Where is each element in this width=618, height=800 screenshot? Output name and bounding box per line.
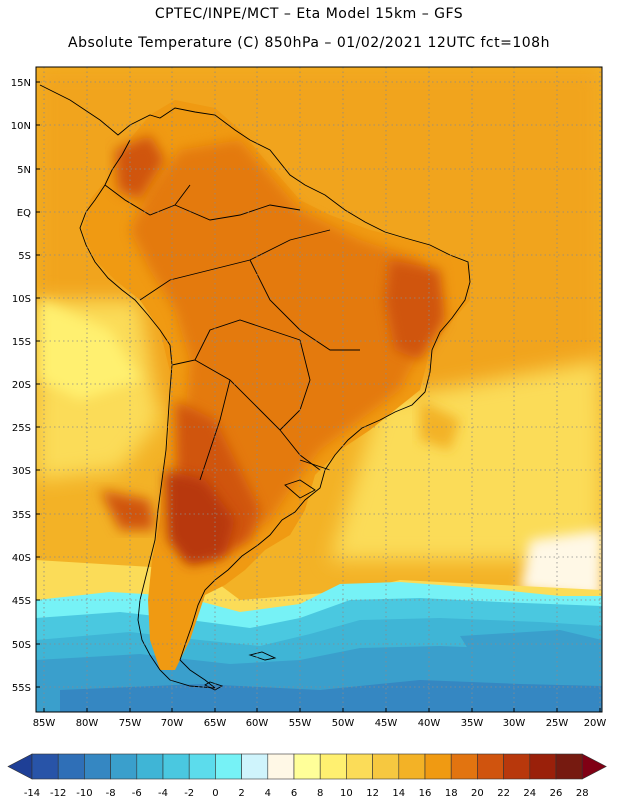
coastline-and-borders <box>39 84 471 691</box>
colorbar-tick-label: 16 <box>419 788 432 799</box>
colorbar-tick-label: -14 <box>24 788 40 799</box>
colorbar-swatch <box>319 753 347 780</box>
colorbar-tick-label: -10 <box>76 788 92 799</box>
lon-label: 30W <box>503 718 526 729</box>
colorbar-tick-label: 2 <box>238 788 244 799</box>
colorbar-swatch <box>162 753 190 780</box>
lat-label: 10N <box>11 121 31 132</box>
colorbar-tick-label: 14 <box>392 788 405 799</box>
colorbar-swatch <box>57 753 85 780</box>
lat-label: 55S <box>12 683 31 694</box>
colorbar-tick-label: 26 <box>550 788 563 799</box>
colorbar-tick-label: 4 <box>265 788 271 799</box>
colorbar-swatch <box>241 753 269 780</box>
colorbar-tick-label: 10 <box>340 788 353 799</box>
colorbar-tick-label: 20 <box>471 788 484 799</box>
chart-title-line-2: Absolute Temperature (C) 850hPa – 01/02/… <box>68 35 550 51</box>
lat-label: 30S <box>12 466 31 477</box>
colorbar-swatch <box>450 753 478 780</box>
colorbar-swatch <box>110 753 138 780</box>
temperature-field <box>36 67 602 712</box>
lat-label: 35S <box>12 510 31 521</box>
lon-label: 60W <box>246 718 269 729</box>
colorbar-tick-label: 24 <box>523 788 536 799</box>
colorbar-swatch <box>424 753 452 780</box>
colorbar-arrow-low <box>7 753 33 780</box>
colorbar-swatch <box>293 753 321 780</box>
colorbar-tick-label: -8 <box>106 788 116 799</box>
colorbar-swatch <box>398 753 426 780</box>
colorbar-tick-label: 0 <box>212 788 218 799</box>
lon-label: 35W <box>461 718 484 729</box>
colorbar-tick-label: 22 <box>497 788 510 799</box>
lat-label: 5S <box>18 251 31 262</box>
lat-label: 25S <box>12 423 31 434</box>
lat-label: 15N <box>11 78 31 89</box>
lat-label: 45S <box>12 596 31 607</box>
colorbar-swatch <box>477 753 504 780</box>
colorbar-tick-label: 12 <box>366 788 379 799</box>
colorbar-tick-label: -6 <box>132 788 142 799</box>
lat-label: 40S <box>12 553 31 564</box>
colorbar-swatch <box>215 753 242 780</box>
lon-label: 25W <box>546 718 569 729</box>
lon-label: 80W <box>76 718 99 729</box>
lon-label: 45W <box>375 718 398 729</box>
lat-label: 10S <box>12 294 31 305</box>
lon-label: 65W <box>204 718 227 729</box>
colorbar <box>7 753 607 780</box>
colorbar-arrow-high <box>581 753 607 780</box>
lat-label: 5N <box>17 165 31 176</box>
lat-label: EQ <box>17 208 31 219</box>
colorbar-tick-label: 8 <box>317 788 323 799</box>
colorbar-swatch <box>503 753 531 780</box>
lon-label: 75W <box>119 718 142 729</box>
lon-label: 20W <box>584 718 607 729</box>
lon-label: 40W <box>418 718 441 729</box>
colorbar-swatch <box>555 753 583 780</box>
colorbar-tick-label: -2 <box>184 788 194 799</box>
colorbar-swatch <box>188 753 216 780</box>
map-frame <box>35 66 603 713</box>
longitude-labels: 85W 80W 75W 70W 65W 60W 55W 50W 45W 40W … <box>33 718 607 729</box>
chart-title-line-1: CPTEC/INPE/MCT – Eta Model 15km – GFS <box>154 6 464 22</box>
latitude-labels: 15N 10N 5N EQ 5S 10S 15S 20S 25S 30S 35S… <box>11 78 31 694</box>
colorbar-tick-label: 6 <box>291 788 297 799</box>
colorbar-swatch <box>267 753 295 780</box>
colorbar-swatch <box>372 753 400 780</box>
colorbar-tick-label: 18 <box>445 788 458 799</box>
lat-label: 20S <box>12 380 31 391</box>
colorbar-labels: -14 -12 -10 -8 -6 -4 -2 0 2 4 6 8 10 12 14 16 18 20 22 24 26… <box>24 788 589 799</box>
colorbar-tick-label: 28 <box>576 788 589 799</box>
colorbar-swatch <box>346 753 373 780</box>
lon-label: 85W <box>33 718 56 729</box>
colorbar-swatch <box>529 753 557 780</box>
axis-ticks <box>36 81 601 712</box>
lat-label: 15S <box>12 337 31 348</box>
lon-label: 55W <box>289 718 312 729</box>
colorbar-swatch <box>31 753 59 780</box>
colorbar-swatch <box>84 753 111 780</box>
colorbar-swatch <box>136 753 164 780</box>
lon-label: 50W <box>332 718 355 729</box>
colorbar-tick-label: -12 <box>50 788 66 799</box>
colorbar-tick-label: -4 <box>158 788 168 799</box>
lon-label: 70W <box>161 718 184 729</box>
lat-label: 50S <box>12 640 31 651</box>
